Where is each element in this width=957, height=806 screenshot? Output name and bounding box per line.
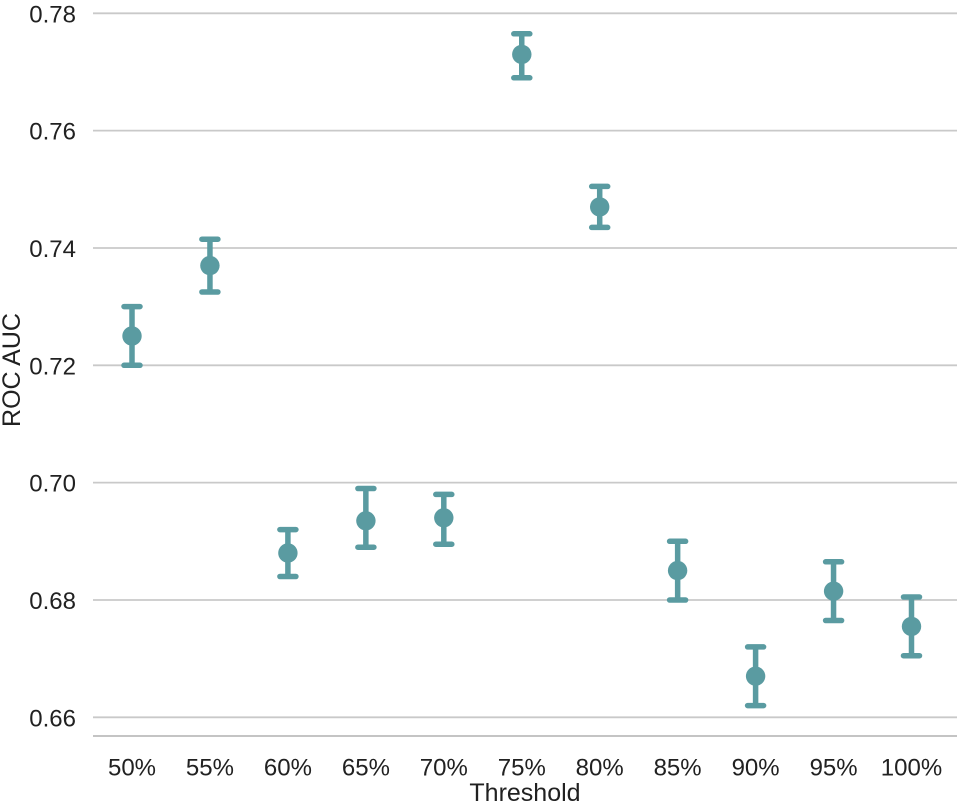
y-tick-label: 0.66 [29, 705, 76, 732]
x-axis-title: Threshold [469, 779, 580, 806]
point-marker [356, 511, 376, 531]
x-tick-label: 100% [881, 755, 942, 782]
x-tick-label: 85% [654, 755, 702, 782]
x-tick-label: 65% [342, 755, 390, 782]
point-marker [278, 543, 298, 563]
data-point-80% [588, 183, 611, 231]
x-tick-label: 70% [420, 755, 468, 782]
x-tick-label: 55% [186, 755, 234, 782]
x-tick-label: 75% [498, 755, 546, 782]
gridlines [93, 12, 957, 719]
data-points [121, 31, 923, 709]
point-marker [512, 44, 532, 65]
data-point-55% [199, 236, 221, 295]
data-point-90% [744, 644, 767, 709]
point-marker [434, 508, 454, 528]
x-tick-label: 60% [264, 755, 312, 782]
x-tick-label: 90% [732, 755, 780, 782]
data-point-50% [121, 303, 143, 369]
data-point-95% [822, 559, 845, 624]
point-marker [823, 581, 844, 601]
x-tick-label: 95% [810, 755, 858, 782]
data-point-100% [900, 594, 923, 659]
point-marker [200, 255, 220, 276]
point-marker [745, 666, 766, 686]
data-point-60% [277, 526, 299, 580]
y-axis-title: ROC AUC [0, 313, 26, 427]
point-marker [667, 560, 688, 581]
y-tick-label: 0.70 [29, 471, 76, 498]
y-tick-labels: 0.66 0.68 0.70 0.72 0.74 0.76 0.78 [29, 1, 76, 732]
data-point-70% [433, 491, 455, 547]
data-point-85% [666, 538, 689, 603]
y-tick-label: 0.76 [29, 119, 76, 146]
x-tick-label: 50% [108, 755, 156, 782]
data-point-65% [355, 485, 377, 550]
y-tick-label: 0.78 [29, 1, 76, 28]
data-point-75% [511, 31, 533, 81]
x-tick-label: 80% [576, 755, 624, 782]
point-marker [901, 616, 922, 637]
point-marker [122, 326, 142, 346]
y-tick-label: 0.72 [29, 353, 76, 380]
y-tick-label: 0.74 [29, 236, 76, 263]
x-tick-labels: 50% 55% 60% 65% 70% 75% 80% 85% 90% 95% 100% [108, 755, 942, 782]
point-marker [590, 197, 610, 217]
y-tick-label: 0.68 [29, 588, 76, 615]
